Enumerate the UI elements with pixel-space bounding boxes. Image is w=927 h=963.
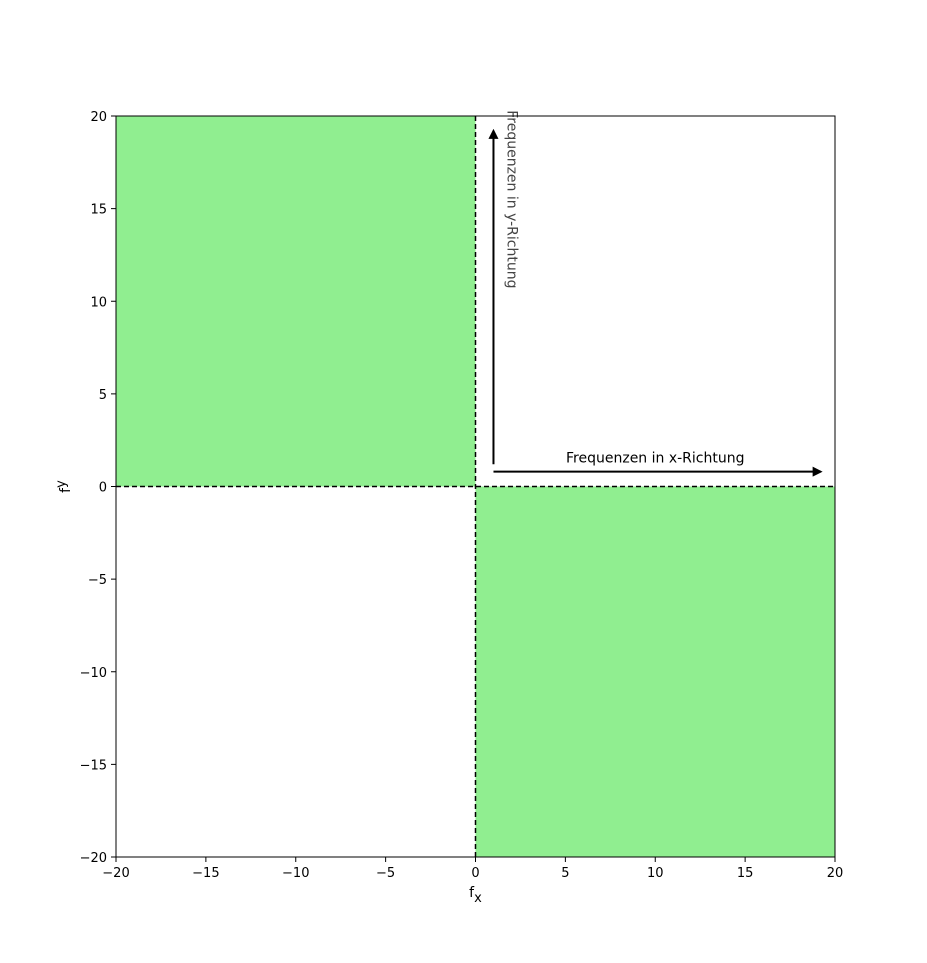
y-tick-label: 20 (90, 110, 107, 125)
y-ticks-layer: −20 −15 −10 −5 0 5 10 15 20 (80, 110, 116, 866)
x-tick-label: 15 (737, 866, 754, 881)
x-tick-label: 5 (561, 866, 569, 881)
y-tick-label: 10 (90, 295, 107, 310)
y-axis-label-main: f (58, 487, 74, 493)
y-axis-label: fy (54, 480, 74, 493)
x-axis-label: fx (469, 885, 482, 906)
y-tick-label: −5 (88, 573, 107, 588)
x-tick-label: −20 (102, 866, 129, 881)
x-tick-label: 20 (827, 866, 844, 881)
shaded-region-2 (475, 486, 835, 857)
x-tick-label: 10 (647, 866, 664, 881)
y-tick-label: 0 (99, 481, 107, 496)
y-tick-label: 15 (90, 203, 107, 218)
y-tick-label: 5 (99, 388, 107, 403)
y-tick-label: −15 (80, 758, 107, 773)
x-ticks-layer: −20 −15 −10 −5 0 5 10 15 20 (102, 857, 843, 881)
reference-lines-layer (116, 116, 835, 857)
x-axis-label-sub: x (474, 891, 482, 906)
y-direction-label: Frequenzen in y-Richtung (503, 110, 519, 288)
x-tick-label: −5 (376, 866, 395, 881)
y-axis-label-sub: y (54, 480, 69, 488)
y-tick-label: −20 (80, 851, 107, 866)
x-direction-label: Frequenzen in x-Richtung (566, 450, 745, 466)
shaded-region-1 (116, 116, 476, 487)
x-tick-label: −10 (282, 866, 309, 881)
annotations-layer: Frequenzen in y-Richtung Frequenzen in x-… (488, 110, 823, 477)
regions-layer (116, 116, 835, 857)
x-axis-label-main: f (469, 885, 475, 901)
x-tick-label: −15 (192, 866, 219, 881)
y-tick-label: −10 (80, 666, 107, 681)
x-tick-label: 0 (471, 866, 479, 881)
